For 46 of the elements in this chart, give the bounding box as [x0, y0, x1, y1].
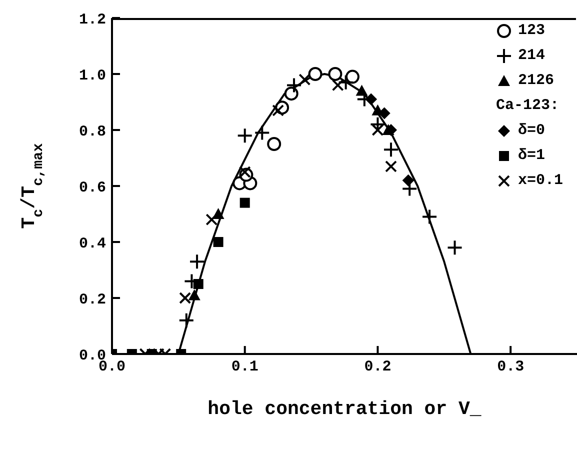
legend-label: x=0.1 — [518, 171, 563, 191]
point — [178, 312, 194, 328]
point — [422, 208, 438, 225]
x-axis-title: hole concentration or V_ — [208, 398, 482, 420]
x-tick-label: 0.1 — [231, 358, 258, 376]
y-tick-label: 0.4 — [78, 235, 106, 252]
point — [240, 198, 250, 208]
point — [308, 67, 322, 81]
legend-label: 123 — [518, 21, 545, 41]
point — [284, 86, 298, 101]
point — [213, 237, 224, 247]
point — [345, 70, 360, 84]
point — [193, 279, 204, 289]
point — [267, 137, 282, 151]
point — [272, 104, 284, 116]
point — [338, 74, 354, 90]
point — [365, 93, 378, 106]
point — [328, 67, 342, 81]
legend-label: δ=0 — [518, 121, 545, 141]
y-tick-label: 0.2 — [78, 291, 106, 308]
y-tick-label: 0.6 — [78, 179, 106, 196]
legend-label: 2126 — [518, 71, 554, 91]
y-tick-label: 1.0 — [78, 67, 106, 84]
point — [206, 214, 218, 226]
point — [236, 128, 253, 144]
annotation: Ca-123: — [496, 96, 560, 116]
point — [179, 292, 192, 304]
point — [385, 124, 397, 136]
x-tick-label: 0.2 — [364, 358, 392, 376]
point — [332, 79, 344, 92]
point — [254, 124, 270, 141]
point — [286, 77, 302, 94]
point — [188, 289, 200, 300]
point — [189, 254, 206, 270]
x-tick-label: 0.3 — [497, 358, 524, 376]
point — [298, 74, 311, 86]
y-tick-label: 0.8 — [78, 123, 106, 140]
legend-label: δ=1 — [518, 146, 545, 166]
point — [446, 240, 463, 256]
y-tick-label: 1.2 — [78, 11, 106, 28]
point — [402, 174, 414, 186]
point — [385, 160, 397, 172]
point — [383, 142, 399, 158]
legend-label: 214 — [518, 46, 545, 66]
point — [238, 166, 251, 178]
point — [356, 84, 368, 96]
